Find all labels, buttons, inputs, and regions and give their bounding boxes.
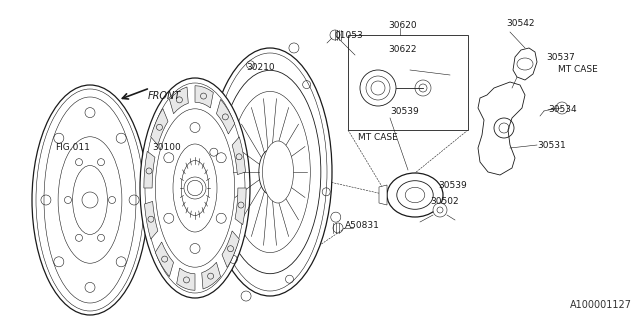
Circle shape [433,203,447,217]
Text: 30620: 30620 [388,21,417,30]
Polygon shape [144,151,155,188]
Circle shape [331,212,340,222]
Polygon shape [150,108,168,145]
Text: 30100: 30100 [152,143,180,153]
Polygon shape [513,48,537,80]
Text: 30537: 30537 [546,53,575,62]
Text: 30534: 30534 [548,106,577,115]
Polygon shape [156,242,173,276]
Polygon shape [222,231,239,268]
Text: MT CASE: MT CASE [558,66,598,75]
Ellipse shape [32,85,148,315]
Polygon shape [232,137,246,175]
Text: 01053: 01053 [334,31,363,41]
Circle shape [199,122,209,132]
Polygon shape [478,82,525,175]
Polygon shape [195,86,213,108]
Text: 30542: 30542 [506,20,534,28]
Ellipse shape [140,78,250,298]
Polygon shape [202,262,221,289]
Circle shape [241,291,251,301]
Text: 30531: 30531 [537,140,566,149]
Polygon shape [177,268,195,290]
Text: A100001127: A100001127 [570,300,632,310]
Ellipse shape [208,48,332,296]
Ellipse shape [262,141,294,203]
Text: 30539: 30539 [390,108,419,116]
Text: 30622: 30622 [388,45,417,54]
Bar [348,35,468,130]
Text: 30539: 30539 [438,181,467,190]
Polygon shape [170,87,188,114]
Text: A50831: A50831 [345,220,380,229]
Text: 30210: 30210 [246,63,275,73]
Text: MT CASE: MT CASE [358,133,397,142]
Polygon shape [216,100,235,134]
Polygon shape [145,201,158,239]
Circle shape [289,43,299,53]
Polygon shape [235,188,246,225]
Ellipse shape [387,173,443,217]
Text: 30502: 30502 [430,197,459,206]
Text: FRONT: FRONT [148,91,181,101]
Polygon shape [379,185,387,205]
Text: FIG.011: FIG.011 [55,143,90,153]
